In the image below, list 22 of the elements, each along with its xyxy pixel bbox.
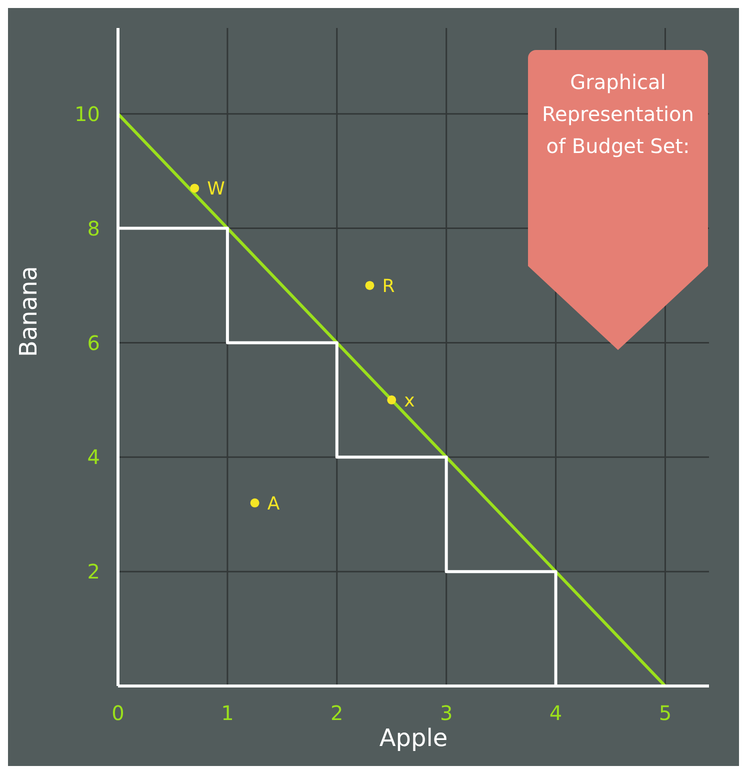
point (250, 498, 260, 508)
y-tick-label: 2 (87, 560, 100, 584)
series-label: A (267, 493, 280, 514)
x-tick-label: 2 (330, 701, 344, 726)
y-tick-label: 4 (87, 445, 100, 470)
x-tick-label: 3 (440, 701, 453, 726)
x-tick-label: 0 (112, 701, 124, 726)
text: Graphical Representation of Budget Set: (541, 69, 695, 160)
point (365, 280, 374, 290)
series-label: x (404, 390, 416, 412)
x-tick-label: 5 (658, 701, 672, 726)
point (190, 184, 200, 193)
x-tick-label: 4 (549, 701, 562, 726)
x-axis-title: Apple (379, 724, 448, 752)
series-label: W (207, 178, 226, 200)
series-label: R (382, 276, 395, 297)
y-tick-label: 6 (87, 330, 100, 355)
point (387, 395, 396, 404)
x-tick-label: 1 (221, 701, 234, 726)
y-tick-label: 8 (87, 216, 100, 240)
y-tick-label: 10 (74, 102, 100, 126)
y-axis-title: Banana (14, 266, 43, 357)
